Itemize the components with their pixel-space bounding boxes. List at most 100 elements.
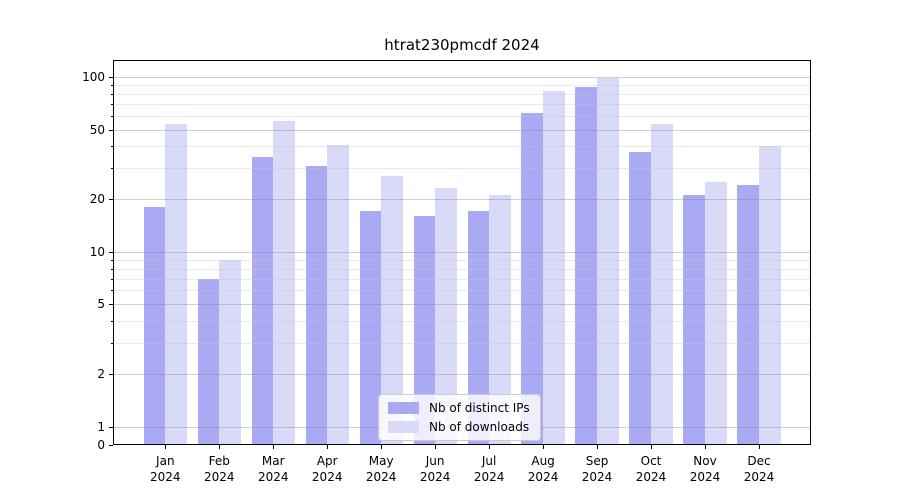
y-tick-mark bbox=[109, 129, 113, 131]
y-tick-mark-minor bbox=[111, 168, 113, 170]
x-tick-mark bbox=[651, 445, 653, 449]
x-tick-label-oct: Oct 2024 bbox=[621, 453, 681, 485]
y-tick-mark-minor bbox=[111, 115, 113, 117]
y-tick-mark-minor bbox=[111, 321, 113, 323]
x-tick-label-year: 2024 bbox=[473, 470, 505, 484]
x-tick-label-jun: Jun 2024 bbox=[405, 453, 465, 485]
y-tick-mark-minor bbox=[111, 343, 113, 345]
gridline-minor bbox=[113, 268, 811, 270]
gridline bbox=[113, 199, 811, 201]
x-tick-label-feb: Feb 2024 bbox=[189, 453, 249, 485]
y-tick-mark-minor bbox=[111, 103, 113, 105]
y-tick-label: 50 bbox=[89, 122, 105, 137]
legend-swatch-distinct-ips bbox=[388, 402, 419, 414]
y-tick-mark bbox=[109, 426, 113, 428]
legend: Nb of distinct IPs Nb of downloads bbox=[378, 394, 541, 441]
x-tick-label-nov: Nov 2024 bbox=[675, 453, 735, 485]
x-tick-mark bbox=[435, 445, 437, 449]
y-tick-label: 100 bbox=[82, 69, 105, 84]
y-tick-label: 1 bbox=[97, 419, 105, 434]
legend-label-distinct-ips: Nb of distinct IPs bbox=[429, 401, 530, 415]
x-tick-label-mar: Mar 2024 bbox=[243, 453, 303, 485]
bar-nb-of-downloads-nov bbox=[705, 182, 727, 445]
bar-nb-of-distinct-ips-nov bbox=[683, 195, 705, 445]
bar-nb-of-distinct-ips-jul bbox=[467, 211, 490, 445]
gridline-minor bbox=[113, 93, 811, 95]
x-tick-label-year: 2024 bbox=[311, 470, 343, 484]
bar-nb-of-downloads-mar bbox=[273, 120, 295, 445]
y-tick-mark-minor bbox=[111, 278, 113, 280]
y-tick-label: 2 bbox=[97, 366, 105, 381]
bar-nb-of-distinct-ips-jun bbox=[413, 216, 436, 445]
x-tick-label-apr: Apr 2024 bbox=[297, 453, 357, 485]
x-tick-label-jul: Jul 2024 bbox=[459, 453, 519, 485]
x-tick-label-year: 2024 bbox=[527, 470, 559, 484]
bar-nb-of-distinct-ips-oct bbox=[629, 152, 652, 445]
x-tick-label-year: 2024 bbox=[150, 470, 181, 484]
x-tick-mark bbox=[327, 445, 329, 449]
y-tick-label: 0 bbox=[97, 438, 105, 452]
gridline-minor bbox=[113, 259, 811, 261]
gridline-minor bbox=[113, 103, 811, 105]
legend-item-downloads: Nb of downloads bbox=[388, 420, 530, 434]
y-tick-mark bbox=[109, 199, 113, 201]
x-tick-mark bbox=[543, 445, 545, 449]
gridline bbox=[113, 251, 811, 253]
bar-nb-of-distinct-ips-jan bbox=[143, 207, 166, 445]
x-tick-label-may: May 2024 bbox=[351, 453, 411, 485]
y-tick-mark bbox=[109, 445, 113, 446]
x-tick-label-jan: Jan 2024 bbox=[135, 453, 195, 485]
gridline bbox=[113, 373, 811, 375]
y-tick-mark-minor bbox=[111, 93, 113, 95]
gridline-minor bbox=[113, 115, 811, 117]
x-tick-label-sep: Sep 2024 bbox=[567, 453, 627, 485]
bar-nb-of-distinct-ips-sep bbox=[575, 87, 598, 445]
x-tick-mark bbox=[219, 445, 221, 449]
x-tick-mark bbox=[381, 445, 383, 449]
gridline-minor bbox=[113, 168, 811, 170]
y-tick-mark-minor bbox=[111, 146, 113, 148]
y-tick-mark-minor bbox=[111, 84, 113, 86]
y-tick-label: 5 bbox=[97, 297, 105, 312]
plot-area: Nb of distinct IPs Nb of downloads bbox=[109, 60, 811, 449]
x-tick-label-year: 2024 bbox=[635, 470, 667, 484]
y-tick-mark bbox=[109, 373, 113, 375]
y-tick-mark bbox=[109, 251, 113, 253]
gridline bbox=[113, 129, 811, 131]
x-tick-label-year: 2024 bbox=[581, 470, 613, 484]
bar-nb-of-distinct-ips-feb bbox=[197, 278, 220, 445]
bar-nb-of-downloads-dec bbox=[758, 146, 781, 445]
legend-label-downloads: Nb of downloads bbox=[429, 420, 530, 434]
bar-nb-of-distinct-ips-aug bbox=[521, 113, 544, 445]
bar-nb-of-downloads-jan bbox=[165, 123, 187, 445]
x-tick-label-dec: Dec 2024 bbox=[729, 453, 789, 485]
legend-item-distinct-ips: Nb of distinct IPs bbox=[388, 401, 530, 415]
x-tick-mark bbox=[165, 445, 167, 449]
bar-nb-of-downloads-sep bbox=[597, 77, 619, 445]
gridline-minor bbox=[113, 146, 811, 148]
bar-nb-of-distinct-ips-dec bbox=[737, 185, 759, 445]
gridline-minor bbox=[113, 321, 811, 323]
legend-swatch-downloads bbox=[388, 421, 419, 433]
y-tick-mark-minor bbox=[111, 268, 113, 270]
y-tick-label: 10 bbox=[89, 244, 105, 259]
x-tick-mark bbox=[489, 445, 491, 449]
y-tick-mark-minor bbox=[111, 290, 113, 292]
x-tick-label-year: 2024 bbox=[257, 470, 289, 484]
bar-nb-of-downloads-feb bbox=[219, 259, 241, 445]
x-tick-mark bbox=[597, 445, 599, 449]
x-tick-mark bbox=[705, 445, 706, 449]
x-tick-label-year: 2024 bbox=[743, 470, 775, 484]
bar-nb-of-distinct-ips-apr bbox=[305, 165, 328, 445]
gridline-minor bbox=[113, 343, 811, 345]
gridline-minor bbox=[113, 84, 811, 86]
gridline bbox=[113, 76, 811, 78]
gridline-minor bbox=[113, 278, 811, 280]
bar-nb-of-distinct-ips-may bbox=[359, 211, 382, 445]
x-tick-label-year: 2024 bbox=[203, 470, 235, 484]
bar-nb-of-downloads-oct bbox=[651, 123, 673, 445]
gridline bbox=[113, 304, 811, 306]
x-tick-label-year: 2024 bbox=[419, 470, 451, 484]
x-tick-label-year: 2024 bbox=[689, 470, 721, 484]
